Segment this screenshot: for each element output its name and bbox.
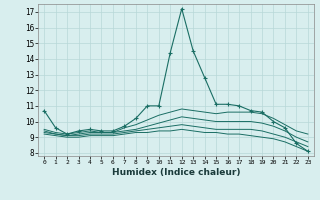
X-axis label: Humidex (Indice chaleur): Humidex (Indice chaleur) bbox=[112, 168, 240, 177]
